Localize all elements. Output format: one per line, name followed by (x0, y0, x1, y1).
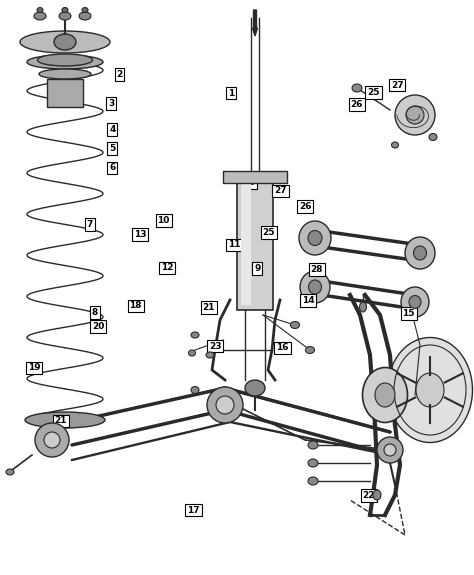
Ellipse shape (406, 106, 424, 124)
Text: 5: 5 (109, 144, 116, 153)
Ellipse shape (306, 347, 315, 354)
Ellipse shape (59, 12, 71, 20)
Ellipse shape (191, 386, 199, 393)
Ellipse shape (405, 237, 435, 269)
Ellipse shape (34, 12, 46, 20)
Text: 20: 20 (92, 322, 104, 331)
Ellipse shape (216, 396, 234, 414)
Ellipse shape (384, 444, 396, 456)
Ellipse shape (388, 338, 473, 443)
Ellipse shape (189, 350, 195, 356)
Ellipse shape (6, 469, 14, 475)
Ellipse shape (413, 246, 427, 260)
Text: 13: 13 (134, 230, 146, 239)
Ellipse shape (44, 432, 60, 448)
Ellipse shape (377, 437, 403, 463)
Ellipse shape (39, 69, 91, 79)
Ellipse shape (37, 54, 92, 66)
Text: 21: 21 (55, 416, 67, 426)
Ellipse shape (401, 287, 429, 317)
Ellipse shape (309, 280, 321, 294)
Ellipse shape (308, 441, 318, 449)
Ellipse shape (308, 459, 318, 467)
Text: 26: 26 (351, 100, 363, 109)
Ellipse shape (395, 95, 435, 135)
Ellipse shape (363, 367, 408, 423)
Text: 28: 28 (310, 265, 323, 274)
Ellipse shape (27, 55, 103, 69)
Text: 10: 10 (157, 216, 170, 225)
Text: 16: 16 (276, 343, 289, 352)
Text: 26: 26 (299, 202, 311, 211)
Ellipse shape (25, 412, 105, 428)
Ellipse shape (375, 383, 395, 407)
Ellipse shape (82, 7, 88, 13)
Ellipse shape (352, 84, 362, 92)
Text: 25: 25 (367, 88, 380, 97)
Ellipse shape (54, 34, 76, 50)
Ellipse shape (392, 142, 399, 148)
Ellipse shape (206, 352, 214, 358)
Ellipse shape (300, 271, 330, 303)
Bar (223, 171, 287, 183)
Ellipse shape (409, 296, 421, 309)
Text: 23: 23 (209, 342, 221, 351)
Text: 11: 11 (228, 240, 240, 250)
Text: 22: 22 (363, 491, 375, 500)
Text: 4: 4 (109, 125, 116, 134)
Ellipse shape (207, 387, 243, 423)
FancyArrow shape (253, 10, 257, 36)
Ellipse shape (308, 477, 318, 485)
Bar (237, 175, 273, 310)
Text: 17: 17 (187, 505, 200, 515)
Text: 1: 1 (228, 89, 235, 98)
Text: 27: 27 (274, 186, 287, 196)
Text: 2: 2 (116, 70, 123, 79)
Text: 6: 6 (109, 163, 116, 172)
Ellipse shape (429, 133, 437, 140)
Ellipse shape (373, 490, 381, 500)
Text: 24: 24 (243, 178, 255, 187)
Ellipse shape (35, 423, 69, 457)
Text: 19: 19 (28, 363, 40, 373)
Bar (47, 79, 83, 107)
Ellipse shape (299, 221, 331, 255)
Ellipse shape (62, 7, 68, 13)
Text: 27: 27 (391, 81, 403, 90)
Text: 7: 7 (87, 220, 93, 229)
Text: 18: 18 (129, 301, 142, 310)
Ellipse shape (308, 231, 322, 246)
Text: 8: 8 (91, 308, 98, 317)
Text: 12: 12 (161, 263, 173, 273)
Text: 14: 14 (302, 296, 314, 305)
Ellipse shape (37, 7, 43, 13)
Text: 25: 25 (263, 228, 275, 237)
Text: 15: 15 (402, 309, 415, 318)
Ellipse shape (245, 380, 265, 396)
Text: 3: 3 (108, 99, 115, 108)
Text: 21: 21 (202, 303, 215, 312)
Ellipse shape (359, 302, 366, 312)
Ellipse shape (291, 321, 300, 328)
Ellipse shape (79, 12, 91, 20)
Ellipse shape (191, 332, 199, 338)
Ellipse shape (416, 373, 444, 407)
Text: 9: 9 (254, 264, 261, 273)
Bar (241, 180, 251, 305)
Ellipse shape (20, 31, 110, 53)
